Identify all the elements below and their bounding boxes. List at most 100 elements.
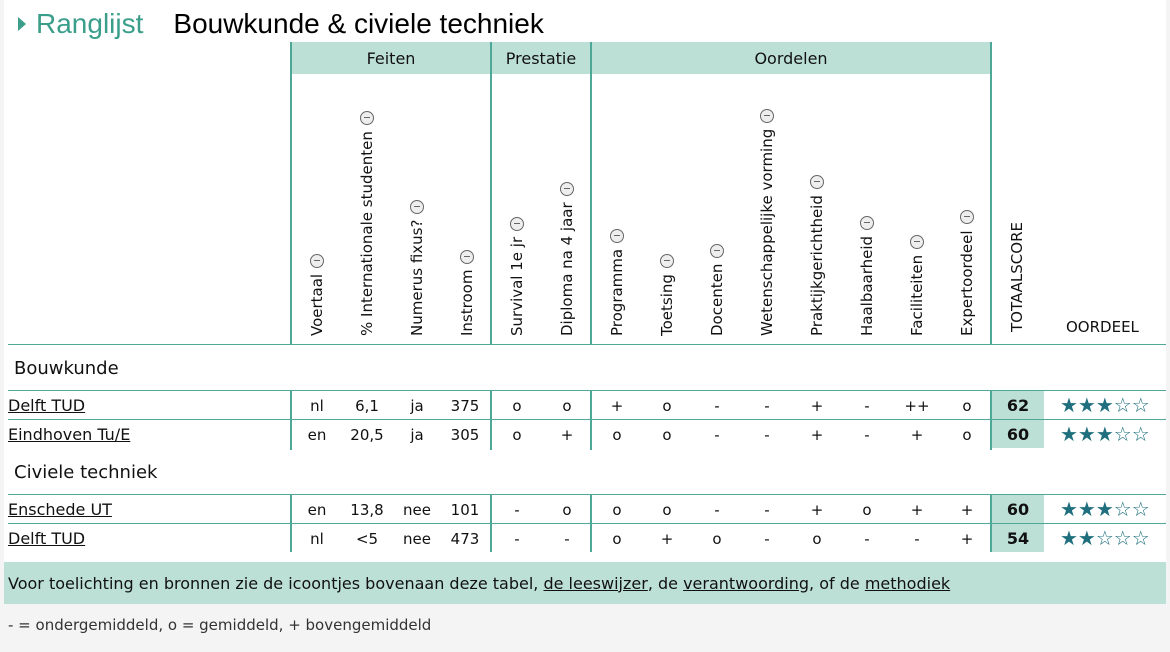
divider bbox=[990, 42, 992, 344]
ranking-card: Ranglijst Bouwkunde & civiele techniek F… bbox=[4, 0, 1166, 604]
column-headers: Voertaal % Internationale studenten Nume… bbox=[4, 74, 1166, 336]
info-icon[interactable] bbox=[460, 249, 474, 264]
info-icon[interactable] bbox=[310, 253, 324, 268]
divider bbox=[290, 42, 292, 344]
cell: + bbox=[960, 530, 974, 548]
cell: o bbox=[562, 397, 572, 415]
info-text: , de bbox=[647, 573, 678, 593]
cell: o bbox=[612, 530, 622, 548]
column-header-numerus-fixus: Numerus fixus? bbox=[408, 199, 426, 336]
star-rating-icon: ★★★☆☆ bbox=[1060, 497, 1150, 521]
cell: - bbox=[864, 426, 870, 444]
cell: - bbox=[764, 397, 770, 415]
column-header-programma: Programma bbox=[608, 228, 626, 336]
cell: + bbox=[660, 530, 674, 548]
cell: + bbox=[610, 397, 624, 415]
info-icon[interactable] bbox=[910, 234, 924, 249]
cell: 101 bbox=[450, 501, 480, 519]
row-link[interactable]: Delft TUD bbox=[8, 396, 86, 415]
info-icon[interactable] bbox=[660, 254, 674, 269]
row-link[interactable]: Enschede UT bbox=[8, 500, 112, 519]
cell: - bbox=[564, 530, 570, 548]
row-link[interactable]: Delft TUD bbox=[8, 529, 86, 548]
divider bbox=[990, 390, 992, 450]
cell: + bbox=[810, 426, 824, 444]
methodiek-link[interactable]: methodiek bbox=[864, 573, 951, 593]
cell: 13,8 bbox=[350, 501, 384, 519]
cell: - bbox=[714, 397, 720, 415]
ranglijst-link[interactable]: Ranglijst bbox=[36, 8, 144, 39]
cell: o bbox=[612, 426, 622, 444]
column-header-instroom: Instroom bbox=[458, 249, 476, 336]
divider bbox=[590, 390, 592, 450]
cell: - bbox=[764, 530, 770, 548]
group-header-prestatie: Prestatie bbox=[492, 42, 590, 74]
cell: 473 bbox=[450, 530, 480, 548]
cell: o bbox=[512, 397, 522, 415]
total-score: 54 bbox=[992, 524, 1044, 552]
column-header-faciliteiten: Faciliteiten bbox=[908, 234, 926, 336]
divider bbox=[8, 344, 1166, 345]
total-score: 62 bbox=[992, 391, 1044, 419]
cell: + bbox=[810, 501, 824, 519]
star-rating-icon: ★★★☆☆ bbox=[1060, 422, 1150, 446]
cell: o bbox=[862, 501, 872, 519]
total-score: 60 bbox=[992, 420, 1044, 448]
cell: + bbox=[910, 501, 924, 519]
star-rating-icon: ★★☆☆☆ bbox=[1060, 526, 1150, 550]
cell: - bbox=[714, 501, 720, 519]
cell: - bbox=[914, 530, 920, 548]
info-icon[interactable] bbox=[410, 199, 424, 214]
divider bbox=[490, 390, 492, 450]
caret-right-icon[interactable] bbox=[18, 17, 26, 31]
cell: + bbox=[910, 426, 924, 444]
page-title: Bouwkunde & civiele techniek bbox=[173, 8, 544, 39]
cell: nee bbox=[403, 530, 431, 548]
divider bbox=[8, 523, 1166, 524]
column-header-totaalscore: TOTAALSCORE bbox=[1008, 222, 1026, 332]
cell: 6,1 bbox=[355, 397, 379, 415]
info-icon[interactable] bbox=[960, 210, 974, 225]
cell: ++ bbox=[904, 397, 930, 415]
cell: ja bbox=[410, 426, 424, 444]
cell: o bbox=[662, 501, 672, 519]
divider bbox=[490, 42, 492, 344]
cell: o bbox=[662, 426, 672, 444]
cell: ja bbox=[410, 397, 424, 415]
info-icon[interactable] bbox=[610, 228, 624, 243]
star-rating-icon: ★★★☆☆ bbox=[1060, 393, 1150, 417]
column-header-voertaal: Voertaal bbox=[308, 253, 326, 336]
cell: + bbox=[810, 397, 824, 415]
divider bbox=[290, 390, 292, 450]
cell: 305 bbox=[450, 426, 480, 444]
info-icon[interactable] bbox=[710, 243, 724, 258]
row-link[interactable]: Eindhoven Tu/E bbox=[8, 425, 131, 444]
info-text: Voor toelichting en bronnen zie de icoon… bbox=[8, 573, 539, 593]
column-header-internationale-studenten: % Internationale studenten bbox=[358, 111, 376, 336]
section-heading: Civiele techniek bbox=[14, 462, 158, 483]
cell: - bbox=[864, 530, 870, 548]
cell: en bbox=[307, 501, 327, 519]
info-icon[interactable] bbox=[860, 215, 874, 230]
divider bbox=[590, 42, 592, 344]
column-header-survival: Survival 1e jr bbox=[508, 216, 526, 336]
verantwoording-link[interactable]: verantwoording bbox=[683, 573, 810, 593]
info-icon[interactable] bbox=[510, 216, 524, 231]
divider bbox=[8, 390, 1166, 391]
cell: o bbox=[612, 501, 622, 519]
info-icon[interactable] bbox=[810, 175, 824, 190]
column-header-diploma: Diploma na 4 jaar bbox=[558, 182, 576, 336]
leeswijzer-link[interactable]: de leeswijzer bbox=[543, 573, 648, 593]
info-icon[interactable] bbox=[360, 111, 374, 126]
cell: - bbox=[514, 530, 520, 548]
info-icon[interactable] bbox=[760, 108, 774, 123]
cell: nl bbox=[310, 397, 324, 415]
column-header-haalbaarheid: Haalbaarheid bbox=[858, 215, 876, 336]
column-header-toetsing: Toetsing bbox=[658, 254, 676, 336]
info-bar: Voor toelichting en bronnen zie de icoon… bbox=[4, 562, 1166, 604]
cell: - bbox=[514, 501, 520, 519]
info-icon[interactable] bbox=[560, 182, 574, 197]
column-header-praktijkgerichtheid: Praktijkgerichtheid bbox=[808, 175, 826, 336]
cell: o bbox=[662, 397, 672, 415]
cell: - bbox=[714, 426, 720, 444]
